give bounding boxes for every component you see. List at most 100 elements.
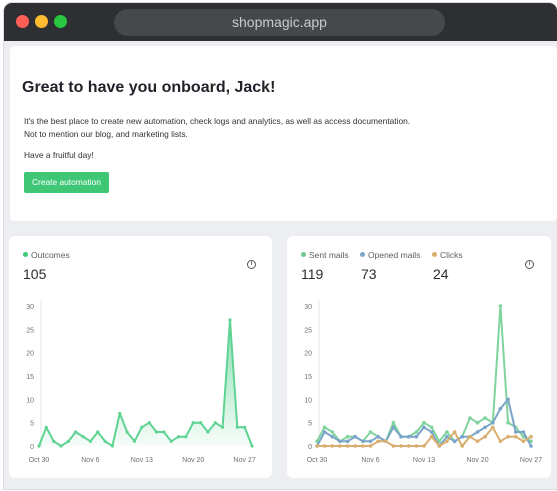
close-window-button[interactable] <box>16 15 29 28</box>
outcomes-total: 105 <box>23 266 47 282</box>
clicks-point <box>498 439 503 444</box>
info-icon[interactable]: i <box>525 260 534 269</box>
x-tick-label: Nov 20 <box>466 457 488 464</box>
x-tick-label: Nov 20 <box>182 457 204 464</box>
opened-mails-point <box>429 430 434 434</box>
clicks-point <box>406 444 411 448</box>
clicks-point <box>483 434 487 439</box>
opened-mails-point <box>391 425 396 430</box>
outcomes-point <box>206 430 210 434</box>
x-tick-label: Nov 6 <box>361 457 379 464</box>
y-tick-label: 20 <box>26 351 34 358</box>
opened-mails-total: 73 <box>361 266 377 282</box>
clicks-point <box>429 434 434 439</box>
outcomes-point <box>154 430 159 434</box>
x-tick-label: Oct 30 <box>307 457 328 464</box>
outcomes-point <box>118 411 122 415</box>
outcomes-point <box>103 439 107 443</box>
info-icon[interactable]: i <box>247 260 256 269</box>
clicks-point <box>521 439 526 444</box>
clicks-legend-label: Clicks <box>440 250 463 260</box>
y-tick-label: 5 <box>30 421 34 428</box>
opened-mails-point <box>406 434 411 439</box>
opened-mails-point <box>322 430 327 434</box>
x-tick-label: Oct 30 <box>29 457 50 464</box>
outcomes-point <box>66 439 70 443</box>
clicks-point <box>368 444 373 448</box>
minimize-window-button[interactable] <box>35 15 48 28</box>
clicks-point <box>475 439 480 444</box>
mail-stats-chart: 0 5 10 15 20 25 30 Oct 30 Nov 6 Nov 13 Nov 20 Nov 2… <box>304 300 542 464</box>
sent-mails-legend-dot <box>301 252 306 258</box>
opened-mails-point <box>399 434 403 439</box>
outcomes-point <box>191 421 195 425</box>
opened-mails-point <box>529 444 533 448</box>
browser-titlebar: shopmagic.app <box>4 3 557 41</box>
sent-mails-point <box>368 430 373 434</box>
welcome-greeting: Have a fruitful day! <box>24 150 94 160</box>
opened-mails-point <box>475 430 480 434</box>
outcomes-card: Outcomes 105 i 0 5 10 15 20 25 30 Oct 30 Nov 6 No… <box>9 236 272 478</box>
opened-mails-point <box>422 425 426 430</box>
sent-mails-point <box>498 304 503 308</box>
outcomes-point <box>162 430 166 434</box>
outcomes-point <box>235 425 239 429</box>
sent-mails-point <box>414 430 419 434</box>
sent-mails-point <box>391 420 396 425</box>
sent-mails-total: 119 <box>301 266 324 282</box>
opened-mails-point <box>506 397 510 402</box>
outcomes-point <box>37 444 41 448</box>
clicks-point <box>361 444 365 448</box>
create-automation-button[interactable]: Create automation <box>24 172 109 193</box>
outcomes-point <box>213 421 217 425</box>
clicks-point <box>513 434 518 439</box>
sent-mails-point <box>506 420 510 425</box>
opened-mails-point <box>452 439 457 444</box>
welcome-card: Great to have you onboard, Jack! It's th… <box>10 46 557 221</box>
welcome-description-line-2: Not to mention our blog, and marketing l… <box>24 129 188 139</box>
outcomes-point <box>184 435 188 439</box>
y-tick-label: 30 <box>26 304 34 311</box>
outcomes-point <box>221 425 225 429</box>
sent-mails-point <box>322 425 327 430</box>
opened-mails-point <box>414 434 419 439</box>
y-tick-label: 25 <box>304 327 312 334</box>
sent-mails-point <box>437 439 442 444</box>
y-tick-label: 15 <box>26 374 34 381</box>
opened-mails-point <box>353 434 357 439</box>
clicks-point <box>376 439 380 444</box>
outcomes-point <box>81 435 85 439</box>
sent-mails-point <box>529 439 533 444</box>
mail-stats-card: Sent mails Opened mails Clicks 119 73 24… <box>287 236 551 478</box>
y-tick-label: 0 <box>308 444 312 451</box>
clicks-point <box>338 444 342 448</box>
sent-mails-point <box>429 425 434 430</box>
clicks-point <box>353 444 357 448</box>
browser-window: shopmagic.app Great to have you onboard,… <box>4 3 557 489</box>
y-tick-label: 0 <box>30 444 34 451</box>
address-bar[interactable]: shopmagic.app <box>114 9 445 36</box>
maximize-window-button[interactable] <box>54 15 67 28</box>
outcomes-point <box>228 318 232 322</box>
sent-mails-point <box>483 416 487 420</box>
y-tick-label: 15 <box>304 374 312 381</box>
clicks-point <box>452 430 457 434</box>
outcomes-point <box>243 425 247 429</box>
outcomes-point <box>125 430 129 434</box>
y-tick-label: 20 <box>304 351 312 358</box>
clicks-legend: Clicks <box>432 250 463 260</box>
outcomes-point <box>147 421 151 425</box>
opened-mails-point <box>345 439 350 444</box>
clicks-point <box>437 444 442 448</box>
clicks-point <box>384 439 388 444</box>
outcomes-legend-label: Outcomes <box>31 250 70 260</box>
y-tick-label: 10 <box>26 397 34 404</box>
clicks-point <box>391 444 396 448</box>
opened-mails-point <box>330 434 335 439</box>
x-tick-label: Nov 6 <box>81 457 99 464</box>
sent-mails-point <box>521 434 526 439</box>
x-tick-label: Nov 13 <box>413 457 435 464</box>
sent-mails-point <box>445 430 449 434</box>
y-tick-label: 5 <box>308 421 312 428</box>
clicks-point <box>414 444 419 448</box>
